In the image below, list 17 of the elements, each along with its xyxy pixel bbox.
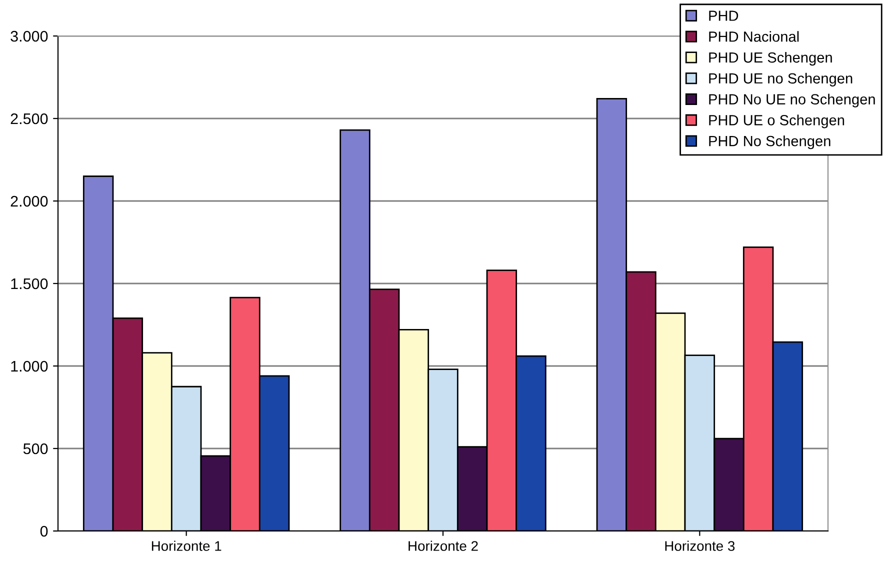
- y-tick-label: 0: [40, 526, 48, 537]
- legend-label: PHD UE no Schengen: [709, 72, 852, 86]
- y-tick-label: 1.000: [11, 360, 48, 372]
- legend-label: PHD No UE no Schengen: [709, 94, 875, 108]
- legend-label: PHD UE Schengen: [709, 52, 832, 66]
- legend-label: PHD UE o Schengen: [709, 114, 844, 128]
- legend-label: PHD Nacional: [709, 31, 799, 42]
- y-tick-label: 500: [23, 443, 48, 454]
- y-tick-label: 2.000: [10, 196, 48, 207]
- y-tick-label: 2.500: [10, 113, 48, 124]
- legend-label: PHD: [709, 10, 738, 21]
- legend-label: PHD No Schengen: [709, 136, 830, 150]
- x-tick-label: Horizonte 2: [408, 540, 478, 551]
- x-tick-label: Horizonte 3: [665, 540, 735, 551]
- y-tick-label: 3.000: [10, 30, 48, 42]
- x-tick-label: Horizonte 1: [152, 540, 222, 551]
- y-tick-label: 1.500: [11, 278, 48, 290]
